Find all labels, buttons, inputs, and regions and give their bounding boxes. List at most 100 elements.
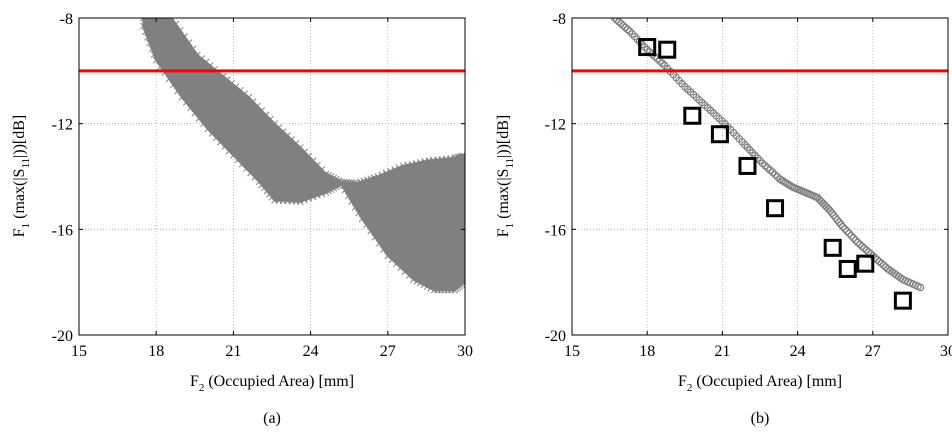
cross-marker <box>170 81 177 89</box>
cross-marker <box>157 63 164 70</box>
circle-marker <box>875 257 884 266</box>
cross-marker <box>318 190 326 198</box>
cross-marker <box>395 164 403 172</box>
circle-marker <box>617 19 625 28</box>
cross-marker <box>459 152 465 160</box>
cross-marker <box>187 104 194 112</box>
cross-marker <box>150 51 158 58</box>
cross-marker <box>139 18 147 22</box>
grid-b <box>572 18 948 335</box>
circle-marker <box>838 222 847 231</box>
circle-marker <box>826 207 834 215</box>
cross-marker <box>148 45 156 53</box>
y-axis-label-a: F1 (max(|S11|))[dB] <box>11 115 32 238</box>
circle-marker <box>845 229 853 238</box>
y-tick-label: -8 <box>60 11 73 28</box>
cross-marker <box>182 99 190 106</box>
square-marker <box>856 254 875 273</box>
y-axis-label-b: F1 (max(|S11|))[dB] <box>495 115 516 238</box>
circle-marker <box>849 234 858 242</box>
cross-marker <box>458 152 465 160</box>
cross-marker <box>367 227 374 235</box>
cross-marker <box>189 45 197 53</box>
cross-marker <box>348 198 356 205</box>
circle-marker <box>847 231 856 240</box>
y-tick-label: -8 <box>553 11 566 28</box>
cross-marker <box>165 75 173 83</box>
square-marker <box>683 106 702 125</box>
cross-marker <box>176 26 184 34</box>
cross-marker <box>344 192 352 200</box>
y-tick-label: -16 <box>52 222 73 239</box>
cross-marker <box>168 18 175 22</box>
y-tick-label: -20 <box>545 328 566 345</box>
axes-box-b <box>571 17 949 336</box>
panel-label-b: (b) <box>751 410 770 427</box>
cross-marker <box>178 93 186 101</box>
cross-marker <box>309 193 317 201</box>
cross-marker <box>144 34 151 41</box>
x-tick-label: 21 <box>225 343 241 360</box>
x-tick-label: 30 <box>940 343 952 360</box>
square-series-b <box>638 38 912 310</box>
cross-marker <box>185 39 193 47</box>
panel-b: 15 18 21 24 27 30 -20 -16 -12 -8 F2 (Occupied Are… <box>495 11 952 427</box>
cross-marker <box>413 277 421 285</box>
cross-marker <box>391 166 399 173</box>
circle-marker <box>828 209 836 217</box>
cross-marker <box>172 20 180 28</box>
scatter-cloud-a <box>142 18 465 292</box>
circle-marker <box>831 213 840 222</box>
cross-marker <box>158 18 166 22</box>
ticks-b: 15 18 21 24 27 30 -20 -16 -12 -8 <box>545 11 952 360</box>
cross-marker <box>174 87 181 95</box>
square-marker <box>838 259 857 278</box>
cross-marker <box>200 120 207 128</box>
cross-marker <box>410 276 417 283</box>
circle-marker <box>841 225 849 233</box>
cross-marker <box>301 196 308 204</box>
y-tick-label: -12 <box>52 117 73 134</box>
x-tick-label: 27 <box>865 343 881 360</box>
cross-marker <box>305 195 313 202</box>
cross-marker <box>417 279 424 287</box>
cross-marker <box>142 28 149 36</box>
circle-marker <box>851 236 860 245</box>
cross-marker <box>341 186 349 194</box>
cross-marker <box>241 90 248 98</box>
cross-marker <box>378 171 386 179</box>
x-tick-label: 18 <box>148 343 164 360</box>
panel-a: 15 18 21 24 27 30 -20 -16 -12 -8 F2 (Occupied Are… <box>11 11 473 427</box>
cross-marker <box>224 76 231 83</box>
cloud-crosses-a <box>139 18 465 294</box>
circle-marker <box>879 261 888 269</box>
square-marker <box>658 40 677 59</box>
cross-marker <box>232 83 240 91</box>
y-tick-label: -20 <box>52 328 73 345</box>
circle-marker <box>619 21 628 30</box>
cross-marker <box>350 179 358 187</box>
cross-marker <box>423 283 431 290</box>
circle-marker <box>623 25 632 34</box>
cross-marker <box>358 215 366 223</box>
circle-marker <box>877 259 886 268</box>
circle-marker <box>843 227 851 236</box>
x-tick-label: 15 <box>564 343 580 360</box>
y-tick-label: -12 <box>545 117 566 134</box>
cross-marker <box>206 62 214 69</box>
y-tick-label: -16 <box>545 222 566 239</box>
cross-marker <box>139 22 147 30</box>
cross-marker <box>144 18 152 22</box>
panel-label-a: (a) <box>263 410 281 427</box>
circle-marker <box>829 211 838 220</box>
cross-marker <box>380 246 387 253</box>
axes-box-a <box>78 17 466 336</box>
square-marker <box>638 38 657 57</box>
circle-marker <box>837 220 845 229</box>
cross-marker <box>198 55 206 62</box>
cross-marker <box>195 115 203 122</box>
cross-marker <box>314 192 321 199</box>
cross-marker <box>351 203 359 211</box>
circle-marker <box>853 238 862 247</box>
